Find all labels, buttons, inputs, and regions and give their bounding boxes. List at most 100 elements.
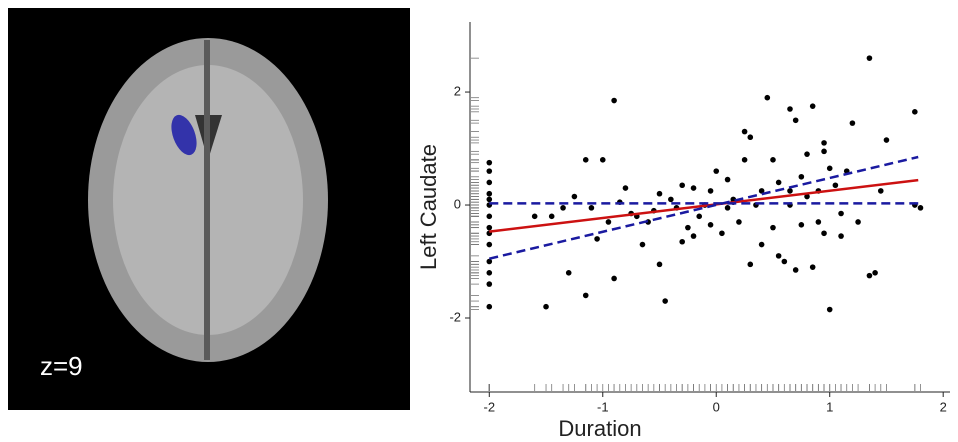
point xyxy=(543,303,549,310)
brain-panel: z=9 xyxy=(8,8,410,410)
point xyxy=(486,159,493,166)
point xyxy=(775,253,782,259)
point xyxy=(690,233,697,239)
point xyxy=(770,157,776,163)
point xyxy=(787,106,793,112)
midline xyxy=(204,40,210,360)
point xyxy=(486,190,493,197)
point xyxy=(758,241,765,248)
point xyxy=(486,241,493,248)
point xyxy=(809,264,816,270)
point xyxy=(792,117,799,124)
point xyxy=(685,224,691,231)
point xyxy=(741,128,748,135)
x-tick-label: -2 xyxy=(484,399,496,414)
point xyxy=(798,173,805,180)
point xyxy=(531,213,538,220)
point xyxy=(787,188,793,194)
point xyxy=(917,205,924,211)
point xyxy=(855,219,861,225)
point xyxy=(582,292,589,299)
point xyxy=(832,182,839,189)
caudate-roi xyxy=(171,114,197,156)
point xyxy=(883,137,890,143)
point xyxy=(560,205,566,211)
point xyxy=(713,168,720,174)
x-tick-label: 1 xyxy=(826,399,833,414)
point xyxy=(912,109,918,115)
point xyxy=(486,224,493,231)
point xyxy=(486,179,493,186)
point xyxy=(690,185,697,191)
point xyxy=(821,140,827,146)
point xyxy=(747,261,754,268)
point xyxy=(724,205,731,211)
fit-line xyxy=(489,155,919,260)
point xyxy=(764,94,771,101)
point xyxy=(622,185,629,191)
point xyxy=(548,213,555,220)
point xyxy=(605,219,612,225)
point xyxy=(792,267,799,273)
point xyxy=(679,238,685,245)
y-tick-label: -2 xyxy=(449,309,461,324)
point xyxy=(826,306,833,313)
point xyxy=(804,151,810,157)
point xyxy=(611,97,617,104)
point xyxy=(656,261,663,268)
point xyxy=(486,213,493,220)
point xyxy=(849,120,856,126)
scatter-plot: Duration Left Caudate xyxy=(416,144,642,441)
point xyxy=(599,157,606,163)
point xyxy=(724,176,731,183)
point xyxy=(736,219,742,225)
point xyxy=(662,298,668,304)
slice-label: z=9 xyxy=(40,351,83,381)
x-axis-title: Duration xyxy=(558,416,641,441)
point xyxy=(866,55,873,61)
point xyxy=(821,148,827,155)
point xyxy=(809,103,816,109)
point xyxy=(486,303,493,310)
point xyxy=(668,196,674,203)
point xyxy=(571,193,578,200)
y-tick-label: 0 xyxy=(454,196,461,211)
point xyxy=(770,224,776,231)
y-axis-title: Left Caudate xyxy=(416,144,441,270)
point xyxy=(486,196,493,203)
point xyxy=(639,241,646,248)
point xyxy=(486,258,493,265)
point xyxy=(826,165,833,172)
point xyxy=(872,270,878,276)
point xyxy=(594,236,600,242)
point xyxy=(781,258,788,265)
fit-line xyxy=(489,178,919,233)
point xyxy=(656,190,663,197)
point xyxy=(707,221,714,228)
point xyxy=(588,205,595,211)
x-tick-label: -1 xyxy=(597,399,609,414)
point xyxy=(486,281,493,287)
point xyxy=(838,233,844,239)
point xyxy=(838,210,844,217)
point xyxy=(804,193,810,200)
point xyxy=(486,168,493,174)
point xyxy=(486,270,493,276)
point xyxy=(707,188,714,194)
point xyxy=(679,182,685,189)
point xyxy=(747,134,754,141)
point xyxy=(565,270,572,276)
point xyxy=(798,221,805,228)
point xyxy=(719,230,725,237)
point xyxy=(866,272,873,279)
point xyxy=(815,219,822,225)
x-tick-label: 0 xyxy=(713,399,720,414)
point xyxy=(821,230,827,237)
point xyxy=(758,188,765,194)
x-tick-label: 2 xyxy=(940,399,947,414)
y-tick-label: 2 xyxy=(454,83,461,98)
point xyxy=(582,157,589,163)
point xyxy=(696,213,703,220)
